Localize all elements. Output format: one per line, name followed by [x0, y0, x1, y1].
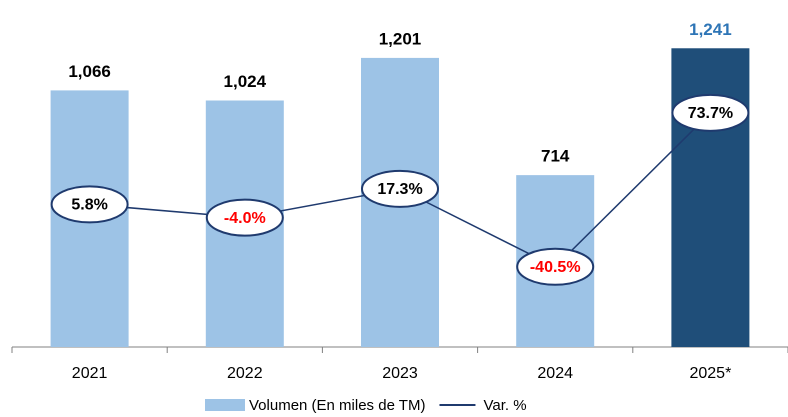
bar	[671, 48, 750, 348]
point-value-label: 5.8%	[71, 197, 107, 214]
bar-value-label: 1,066	[68, 62, 111, 81]
x-tick-label: 2025*	[689, 365, 731, 382]
legend-label: Var. %	[483, 397, 526, 414]
x-tick-label: 2022	[227, 365, 263, 382]
point-label-bubble	[361, 169, 439, 208]
bar-value-label: 1,024	[224, 72, 267, 91]
point-label-bubble	[50, 185, 129, 224]
bar-value-label: 1,201	[379, 29, 422, 48]
point-label-bubble	[671, 93, 750, 132]
point-label-bubble	[516, 247, 595, 286]
point-label-bubble	[205, 198, 284, 237]
legend-label: Volumen (En miles de TM)	[249, 397, 425, 414]
point-value-label: 17.3%	[377, 181, 422, 198]
bar-value-label: 1,241	[689, 20, 732, 39]
x-tick-label: 2021	[72, 365, 108, 382]
x-tick-label: 2024	[537, 365, 573, 382]
x-tick-label: 2023	[382, 365, 418, 382]
point-value-label: -40.5%	[530, 259, 581, 276]
point-value-label: -4.0%	[224, 210, 266, 227]
legend-swatch	[205, 399, 245, 411]
bar-value-label: 714	[541, 147, 570, 166]
point-value-label: 73.7%	[688, 105, 733, 122]
